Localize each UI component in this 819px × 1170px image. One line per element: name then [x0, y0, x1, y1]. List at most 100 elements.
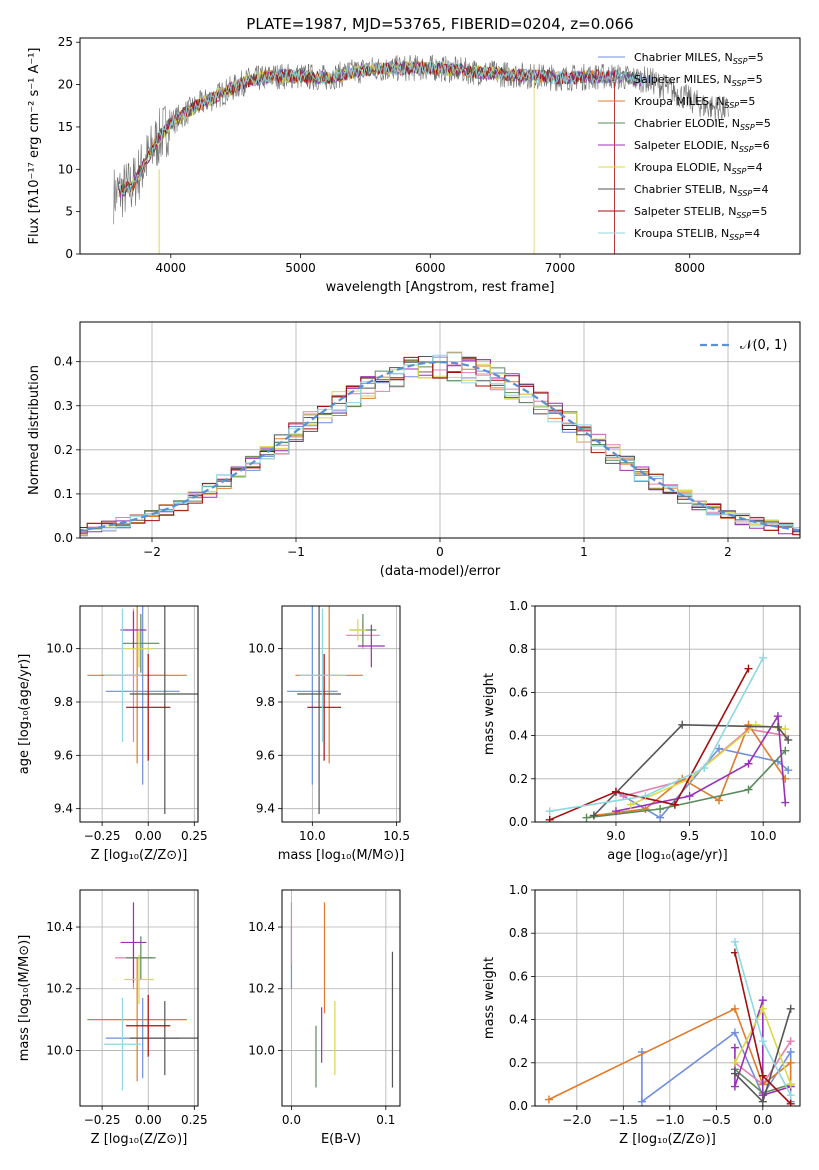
- y-tick-label: 0.8: [509, 926, 528, 940]
- x-axis-label: mass [log₁₀(M/M⊙)]: [278, 848, 405, 863]
- legend-entry-8: Salpeter STELIB, NSSP=5: [634, 205, 767, 220]
- plot-area: [287, 606, 385, 814]
- series-point: [784, 766, 793, 775]
- legend-entry-7: Chabrier STELIB, NSSP=4: [634, 183, 768, 198]
- y-tick-label: 0.2: [509, 772, 528, 786]
- y-tick-label: 0.0: [54, 531, 73, 545]
- series-point: [730, 1028, 739, 1037]
- x-tick-label: −0.25: [84, 1113, 121, 1127]
- y-tick-label: 15: [58, 120, 73, 134]
- y-tick-label: 25: [58, 35, 73, 49]
- panel-age-vs-Z: −0.25 0.00 0.25 9.4 9.6 9.8 10.0 Z [log₁₀(Z/Z⊙)…: [17, 605, 208, 863]
- model-9-fit: [118, 60, 645, 198]
- series-point: [545, 807, 554, 816]
- model-8-fit: [118, 61, 615, 254]
- series-point: [730, 1043, 739, 1052]
- series-point: [773, 722, 782, 731]
- x-tick-label: −0.5: [702, 1113, 731, 1127]
- y-tick-label: 0.8: [509, 642, 528, 656]
- x-tick-label: −0.25: [84, 829, 121, 843]
- y-tick-label: 0: [65, 247, 73, 261]
- legend-entry-1: Chabrier MILES, NSSP=5: [634, 51, 764, 66]
- series-point: [730, 937, 739, 946]
- x-tick-label: 0.00: [135, 1113, 162, 1127]
- series-point: [582, 813, 591, 822]
- x-axis-label: Z [log₁₀(Z/Z⊙)]: [619, 1132, 716, 1147]
- y-tick-label: 1.0: [509, 599, 528, 613]
- series-point: [626, 800, 635, 809]
- y-tick-label: 10: [58, 162, 73, 176]
- x-tick-label: 1: [580, 545, 588, 559]
- axes-frame: [534, 889, 801, 1107]
- series-point: [637, 1097, 646, 1106]
- y-tick-label: 10.2: [248, 982, 275, 996]
- axes-frame: [79, 889, 199, 1107]
- plot-area: [87, 606, 198, 814]
- series-point: [589, 811, 598, 820]
- x-tick-label: 7000: [545, 261, 576, 275]
- plot-area: [87, 902, 198, 1091]
- panel-age-vs-mass: 10.0 10.5 9.4 9.6 9.8 10.0 mass [log₁₀(M/M⊙)]: [248, 605, 410, 863]
- y-tick-label: 5: [65, 205, 73, 219]
- y-axis-label: mass weight: [482, 673, 497, 755]
- series-point: [786, 1091, 795, 1100]
- series-point: [744, 664, 753, 673]
- legend: Chabrier MILES, NSSP=5 Salpeter MILES, NS…: [598, 51, 771, 242]
- y-tick-label: 0.2: [54, 443, 73, 457]
- y-tick-label: 9.8: [256, 695, 275, 709]
- x-tick-label: 10.5: [383, 829, 410, 843]
- histogram-6: [80, 363, 800, 531]
- series-point: [773, 712, 782, 721]
- legend-entry-9: Kroupa STELIB, NSSP=4: [634, 227, 760, 242]
- series-point: [758, 1097, 767, 1106]
- series-line-4: [586, 750, 786, 819]
- x-tick-label: 4000: [156, 261, 187, 275]
- y-tick-label: 0.1: [54, 487, 73, 501]
- axes-frame: [281, 889, 401, 1107]
- y-tick-label: 10.0: [46, 1043, 73, 1057]
- series-point: [678, 720, 687, 729]
- x-axis-label: E(B-V): [321, 1132, 361, 1147]
- plot-area: [545, 653, 793, 822]
- plot-area: [544, 937, 795, 1106]
- x-tick-label: −1.5: [609, 1113, 638, 1127]
- series-point: [758, 1004, 767, 1013]
- series-point: [758, 996, 767, 1005]
- y-tick-label: 0.0: [509, 815, 528, 829]
- series-point: [730, 1082, 739, 1091]
- series-point: [744, 759, 753, 768]
- series-point: [758, 1071, 767, 1080]
- panel-mass-vs-EBV: 0.0 0.1 10.0 10.2 10.4 E(B-V): [248, 889, 401, 1147]
- series-point: [611, 807, 620, 816]
- series-point: [641, 792, 650, 801]
- y-tick-label: 9.4: [54, 802, 73, 816]
- x-tick-label: 2: [724, 545, 732, 559]
- series-point: [715, 796, 724, 805]
- series-point: [784, 735, 793, 744]
- series-point: [700, 764, 709, 772]
- series-point: [545, 815, 554, 822]
- series-point: [656, 805, 665, 814]
- y-tick-label: 0.4: [509, 729, 528, 743]
- y-tick-label: 10.0: [248, 642, 275, 656]
- series-point: [786, 1058, 795, 1067]
- y-tick-label: 10.4: [248, 920, 275, 934]
- x-tick-label: 0.00: [135, 829, 162, 843]
- legend-entry-normal: 𝒩(0, 1): [740, 338, 787, 353]
- legend-entry-4: Chabrier ELODIE, NSSP=5: [634, 117, 771, 132]
- chart-title: PLATE=1987, MJD=53765, FIBERID=0204, z=0…: [246, 15, 633, 33]
- series-point: [730, 1058, 739, 1067]
- y-tick-label: 10.0: [46, 642, 73, 656]
- series-point: [744, 720, 753, 729]
- y-tick-label: 0.6: [509, 685, 528, 699]
- x-tick-label: 0.25: [181, 829, 208, 843]
- plot-area: [80, 351, 800, 537]
- x-tick-label: −1: [287, 545, 305, 559]
- series-point: [758, 1037, 767, 1046]
- series-point: [730, 1004, 739, 1013]
- x-tick-label: −1.0: [655, 1113, 684, 1127]
- plot-area: [290, 902, 394, 1088]
- y-axis-label: mass weight: [482, 957, 497, 1039]
- y-tick-label: 20: [58, 78, 73, 92]
